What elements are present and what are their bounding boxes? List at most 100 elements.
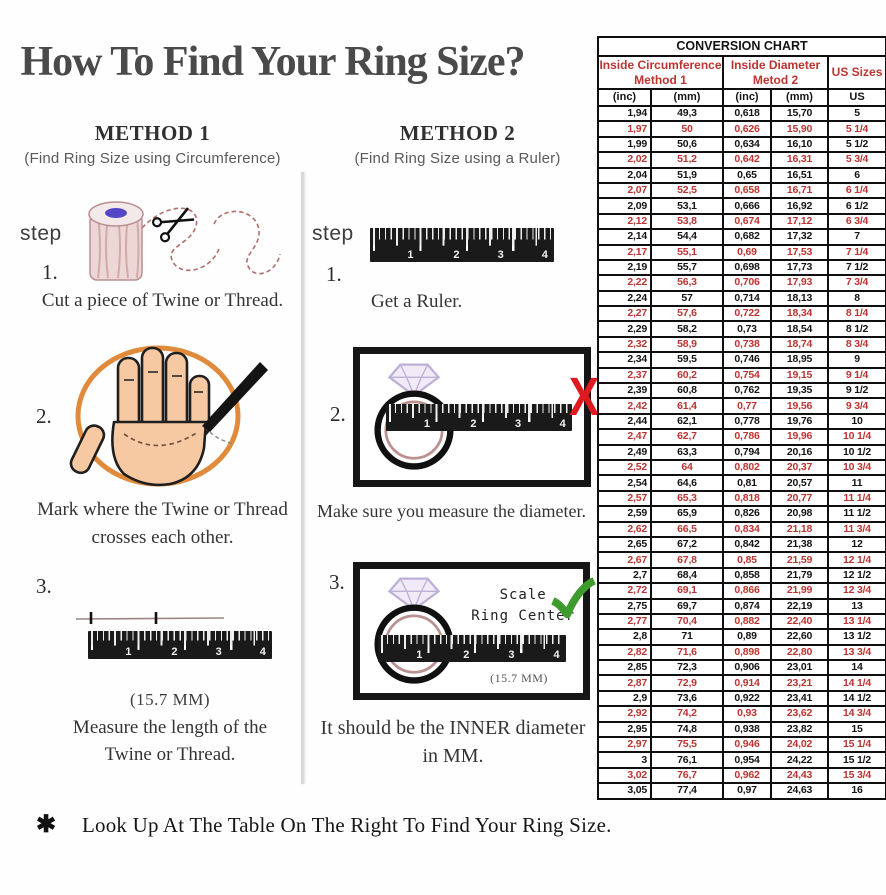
conversion-cell: 67,2: [650, 535, 724, 554]
conversion-row: 2,67 67,8 0,85 21,59 12 1/4: [597, 551, 886, 569]
conversion-cell: 2,47: [597, 428, 652, 446]
conversion-row: 2,62 66,5 0,834 21,18 11 3/4: [597, 520, 886, 538]
ruler-on-ring-wrong: 1 2 3 4: [386, 404, 572, 431]
conversion-row: 2,22 56,3 0,706 17,93 7 3/4: [597, 274, 886, 292]
conversion-row: 2,14 54,4 0,682 17,32 7: [597, 228, 886, 246]
conversion-cell: 2,17: [597, 243, 652, 261]
conversion-cell: 9: [826, 351, 886, 369]
conversion-cell: 6: [826, 166, 886, 184]
conversion-row: 1,97 50 0,626 15,90 5 1/4: [597, 120, 886, 138]
group-header-diameter: Inside Diameter Metod 2: [722, 55, 829, 90]
conversion-row: 2,17 55,1 0,69 17,53 7 1/4: [597, 243, 886, 261]
conversion-cell: 0,962: [722, 766, 772, 785]
conversion-row: 2,32 58,9 0,738 18,74 8 3/4: [597, 335, 886, 354]
conversion-cell: 5: [826, 104, 886, 123]
conversion-row: 2,29 58,2 0,73 18,54 8 1/2: [597, 320, 886, 338]
conversion-cell: 3,02: [597, 766, 652, 785]
ruler-number: 4: [259, 646, 266, 658]
conversion-cell: 63,3: [650, 443, 724, 462]
conversion-cell: 2,19: [597, 258, 652, 277]
methods-divider: [301, 172, 304, 784]
conversion-cell: 18,34: [770, 305, 829, 323]
conversion-cell: 18,95: [770, 351, 829, 369]
conversion-cell: 2,12: [597, 212, 652, 231]
conversion-cell: 53,8: [650, 212, 724, 231]
conversion-cell: 20,16: [770, 443, 829, 462]
conversion-cell: 23,21: [770, 674, 829, 692]
conversion-cell: 0,754: [722, 366, 772, 385]
conversion-cell: 0,906: [722, 659, 772, 677]
conversion-cell: 0,682: [722, 228, 772, 246]
conversion-cell: 0,762: [722, 382, 772, 400]
conversion-cell: 71,6: [650, 643, 724, 662]
conversion-row: 2,92 74,2 0,93 23,62 14 3/4: [597, 705, 886, 723]
conversion-cell: 65,3: [650, 489, 724, 508]
method1-heading: METHOD 1: [94, 121, 211, 145]
conversion-cell: 23,01: [770, 659, 829, 677]
conversion-row: 3 76,1 0,954 24,22 15 1/2: [597, 751, 886, 769]
conversion-row: 2,07 52,5 0,658 16,71 6 1/4: [597, 181, 886, 200]
conversion-cell: 2,52: [597, 458, 652, 477]
conversion-cell: 12 3/4: [826, 582, 886, 600]
conversion-cell: 15,90: [770, 120, 829, 138]
conversion-cell: 2,95: [597, 720, 652, 739]
conversion-cell: 0,866: [722, 582, 772, 600]
conversion-cell: 16: [826, 782, 886, 800]
conversion-cell: 10 1/2: [826, 443, 886, 462]
conversion-cell: 0,922: [722, 689, 772, 708]
conversion-cell: 0,954: [722, 751, 772, 769]
conversion-cell: 57: [650, 289, 724, 308]
conversion-chart-title: CONVERSION CHART: [596, 36, 886, 57]
conversion-cell: 50,6: [650, 135, 724, 154]
scale-label-line1: Scale: [499, 587, 547, 603]
conversion-cell: 14 3/4: [826, 705, 886, 723]
method1-step2-caption-line2: crosses each other.: [91, 527, 234, 548]
ruler-number: 1: [125, 646, 132, 658]
conversion-cell: 60,2: [650, 366, 724, 385]
scale-label-line2: Ring Center: [471, 608, 575, 624]
conversion-row: 1,94 49,3 0,618 15,70 5: [597, 104, 886, 123]
conversion-cell: 58,9: [650, 335, 724, 354]
conversion-cell: 8 3/4: [826, 335, 886, 354]
conversion-cell: 23,62: [770, 705, 829, 723]
conversion-cell: 2,54: [597, 474, 652, 492]
conversion-cell: 19,76: [770, 412, 829, 431]
conversion-cell: 2,29: [597, 320, 652, 338]
conversion-row: 3,05 77,4 0,97 24,63 16: [597, 782, 886, 800]
conversion-cell: 0,738: [722, 335, 772, 354]
conversion-cell: 5 3/4: [826, 151, 886, 169]
ruler-number: 1: [423, 418, 430, 430]
conversion-cell: 2,34: [597, 351, 652, 369]
method2-heading: METHOD 2: [399, 121, 516, 145]
conversion-cell: 51,2: [650, 151, 724, 169]
conversion-cell: 7 3/4: [826, 274, 886, 292]
twine-spool-scissors-illustration: [88, 201, 281, 281]
conversion-cell: 0,722: [722, 305, 772, 323]
conversion-cell: 16,51: [770, 166, 829, 184]
conversion-cell: 23,41: [770, 689, 829, 708]
conversion-cell: 12: [826, 535, 886, 554]
col-header-inc1: (inc): [597, 88, 652, 107]
conversion-cell: 0,706: [722, 274, 772, 292]
conversion-cell: 60,8: [650, 382, 724, 400]
conversion-cell: 2,8: [597, 628, 652, 646]
conversion-cell: 67,8: [650, 551, 724, 569]
ruler-number: 2: [453, 249, 460, 261]
conversion-cell: 2,75: [597, 597, 652, 615]
conversion-cell: 55,7: [650, 258, 724, 277]
conversion-row: 2,77 70,4 0,882 22,40 13 1/4: [597, 612, 886, 631]
conversion-cell: 2,59: [597, 505, 652, 523]
conversion-row: 2,57 65,3 0,818 20,77 11 1/4: [597, 489, 886, 508]
conversion-cell: 0,834: [722, 520, 772, 538]
conversion-cell: 24,43: [770, 766, 829, 785]
conversion-cell: 73,6: [650, 689, 724, 708]
conversion-cell: 14 1/2: [826, 689, 886, 708]
group-header-circumference: Inside Circumference Method 1: [597, 55, 724, 90]
x-mark-icon: X: [568, 367, 600, 427]
conversion-cell: 14: [826, 659, 886, 677]
conversion-cell: 0,946: [722, 735, 772, 754]
conversion-rows: 1,94 49,3 0,618 15,70 5 1,97 50 0,626 15,90 5 1/4…: [597, 104, 886, 800]
conversion-cell: 1,99: [597, 135, 652, 154]
conversion-row: 2,85 72,3 0,906 23,01 14: [597, 659, 886, 677]
